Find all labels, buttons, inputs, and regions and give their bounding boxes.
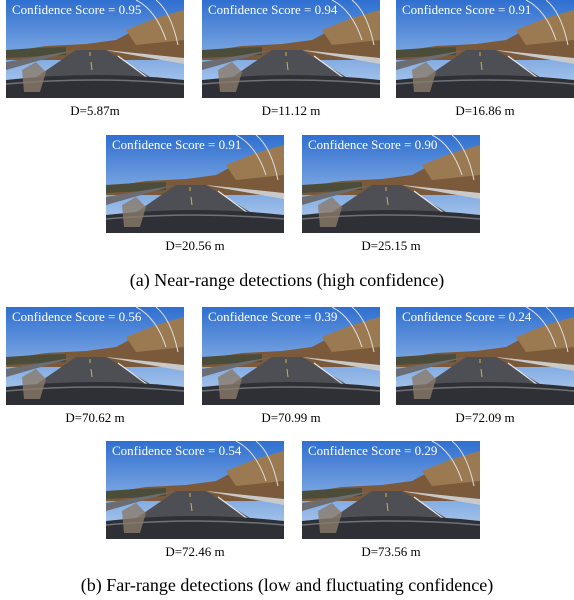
confidence-label: Confidence Score = 0.95 [12,2,141,17]
distance-label: D=25.15 m [361,238,420,253]
figure: Confidence Score = 0.95 D=5.87m Confidence… [0,0,574,600]
distance-label: D=70.99 m [261,410,320,425]
distance-label: D=16.86 m [455,103,514,118]
confidence-label: Confidence Score = 0.91 [402,2,531,17]
confidence-label: Confidence Score = 0.56 [12,309,142,324]
confidence-label: Confidence Score = 0.39 [208,309,337,324]
confidence-label: Confidence Score = 0.91 [112,137,241,152]
confidence-label: Confidence Score = 0.94 [208,2,338,17]
caption: (b) Far-range detections (low and fluctu… [81,575,493,596]
confidence-label: Confidence Score = 0.54 [112,443,242,458]
distance-label: D=20.56 m [165,238,224,253]
distance-label: D=72.46 m [165,544,224,559]
distance-label: D=11.12 m [262,103,321,118]
distance-label: D=70.62 m [65,410,124,425]
confidence-label: Confidence Score = 0.29 [308,443,437,458]
distance-label: D=5.87m [70,103,120,118]
caption: (a) Near-range detections (high confiden… [130,270,444,291]
distance-label: D=72.09 m [455,410,514,425]
confidence-label: Confidence Score = 0.24 [402,309,532,324]
distance-label: D=73.56 m [361,544,420,559]
confidence-label: Confidence Score = 0.90 [308,137,437,152]
